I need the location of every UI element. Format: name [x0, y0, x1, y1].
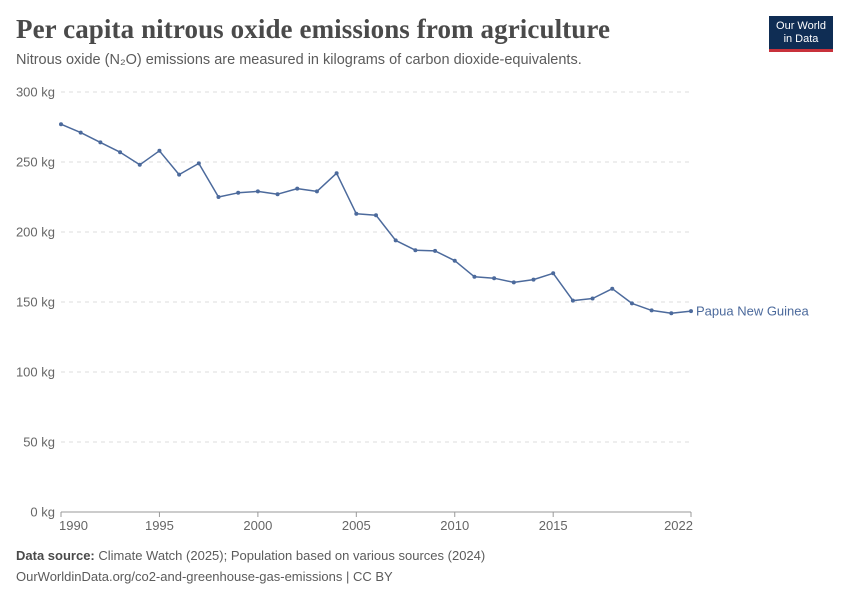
x-tick-label: 1995	[145, 518, 174, 533]
x-tick-label: 2005	[342, 518, 371, 533]
data-point	[334, 171, 339, 176]
data-point	[669, 311, 674, 316]
data-point	[452, 258, 457, 263]
x-tick-label: 2010	[440, 518, 469, 533]
data-point	[689, 309, 693, 314]
y-tick-label: 200 kg	[16, 225, 55, 240]
data-point	[216, 195, 221, 199]
source-label: Data source:	[16, 548, 95, 563]
data-point	[472, 274, 477, 279]
data-point	[295, 186, 300, 191]
data-point	[570, 298, 575, 303]
chart-title: Per capita nitrous oxide emissions from …	[16, 14, 611, 44]
data-point	[236, 190, 241, 195]
data-point	[59, 122, 63, 127]
data-point	[177, 172, 182, 177]
chart-subtitle: Nitrous oxide (N₂O) emissions are measur…	[16, 52, 582, 68]
owid-logo[interactable]: Our World in Data	[769, 16, 833, 52]
data-point	[590, 296, 595, 301]
data-source: Data source: Climate Watch (2025); Popul…	[16, 548, 485, 563]
data-point	[374, 213, 378, 218]
logo-line-1: Our World	[776, 20, 826, 32]
data-point	[314, 189, 319, 194]
series-label: Papua New Guinea	[696, 304, 810, 319]
y-tick-label: 150 kg	[16, 295, 55, 310]
x-tick-label: 2015	[539, 518, 568, 533]
x-tick-label: 1990	[59, 518, 88, 533]
data-point	[492, 276, 497, 281]
source-text: Climate Watch (2025); Population based o…	[98, 548, 486, 563]
y-tick-label: 100 kg	[16, 365, 55, 380]
data-point	[78, 130, 83, 135]
data-point	[551, 271, 556, 276]
x-tick-label: 2022	[664, 518, 693, 533]
data-point	[137, 162, 142, 167]
logo-line-2: in Data	[783, 33, 819, 45]
data-point	[118, 150, 123, 155]
y-tick-label: 50 kg	[23, 435, 55, 450]
data-point	[511, 280, 516, 285]
source-url[interactable]: OurWorldinData.org/co2-and-greenhouse-ga…	[16, 569, 393, 584]
y-tick-label: 0 kg	[30, 505, 55, 520]
x-tick-label: 2000	[243, 518, 272, 533]
data-point	[157, 148, 162, 153]
data-point	[354, 211, 359, 216]
series-line	[60, 123, 692, 314]
data-point	[196, 161, 201, 166]
y-tick-label: 250 kg	[16, 155, 55, 170]
data-point	[531, 277, 536, 282]
data-point	[255, 189, 260, 194]
data-point	[433, 248, 438, 253]
y-tick-label: 300 kg	[16, 85, 55, 100]
data-point	[98, 140, 103, 145]
data-point	[413, 248, 418, 253]
data-point	[275, 192, 280, 197]
data-point	[649, 308, 654, 313]
data-point	[629, 301, 634, 306]
data-point	[393, 238, 398, 243]
data-point	[610, 286, 615, 291]
